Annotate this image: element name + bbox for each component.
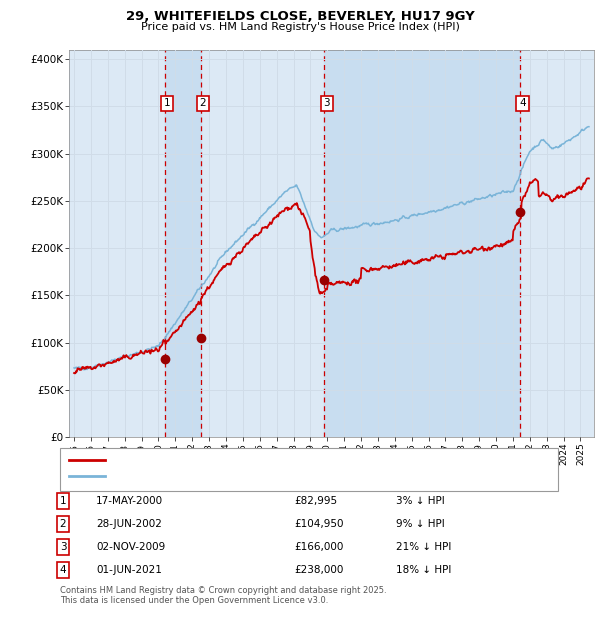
Text: 3% ↓ HPI: 3% ↓ HPI bbox=[396, 496, 445, 506]
Bar bbox=[325, 50, 520, 437]
Text: 01-JUN-2021: 01-JUN-2021 bbox=[96, 565, 162, 575]
Text: 2: 2 bbox=[200, 99, 206, 108]
Text: 02-NOV-2009: 02-NOV-2009 bbox=[96, 542, 165, 552]
Text: HPI: Average price, detached house, East Riding of Yorkshire: HPI: Average price, detached house, East… bbox=[112, 471, 414, 480]
Text: £238,000: £238,000 bbox=[294, 565, 343, 575]
Bar bbox=[165, 50, 200, 437]
Text: 4: 4 bbox=[519, 99, 526, 108]
Text: 1: 1 bbox=[59, 496, 67, 506]
Text: 2: 2 bbox=[59, 519, 67, 529]
Text: 21% ↓ HPI: 21% ↓ HPI bbox=[396, 542, 451, 552]
Text: £104,950: £104,950 bbox=[294, 519, 343, 529]
Text: 29, WHITEFIELDS CLOSE, BEVERLEY, HU17 9GY (detached house): 29, WHITEFIELDS CLOSE, BEVERLEY, HU17 9G… bbox=[112, 455, 438, 465]
Text: 9% ↓ HPI: 9% ↓ HPI bbox=[396, 519, 445, 529]
Text: £166,000: £166,000 bbox=[294, 542, 343, 552]
Text: Price paid vs. HM Land Registry's House Price Index (HPI): Price paid vs. HM Land Registry's House … bbox=[140, 22, 460, 32]
Text: Contains HM Land Registry data © Crown copyright and database right 2025.
This d: Contains HM Land Registry data © Crown c… bbox=[60, 586, 386, 605]
Text: 4: 4 bbox=[59, 565, 67, 575]
Text: £82,995: £82,995 bbox=[294, 496, 337, 506]
Text: 3: 3 bbox=[323, 99, 330, 108]
Text: 17-MAY-2000: 17-MAY-2000 bbox=[96, 496, 163, 506]
Text: 29, WHITEFIELDS CLOSE, BEVERLEY, HU17 9GY: 29, WHITEFIELDS CLOSE, BEVERLEY, HU17 9G… bbox=[125, 10, 475, 23]
Text: 18% ↓ HPI: 18% ↓ HPI bbox=[396, 565, 451, 575]
Text: 1: 1 bbox=[164, 99, 170, 108]
Text: 28-JUN-2002: 28-JUN-2002 bbox=[96, 519, 162, 529]
Text: 3: 3 bbox=[59, 542, 67, 552]
